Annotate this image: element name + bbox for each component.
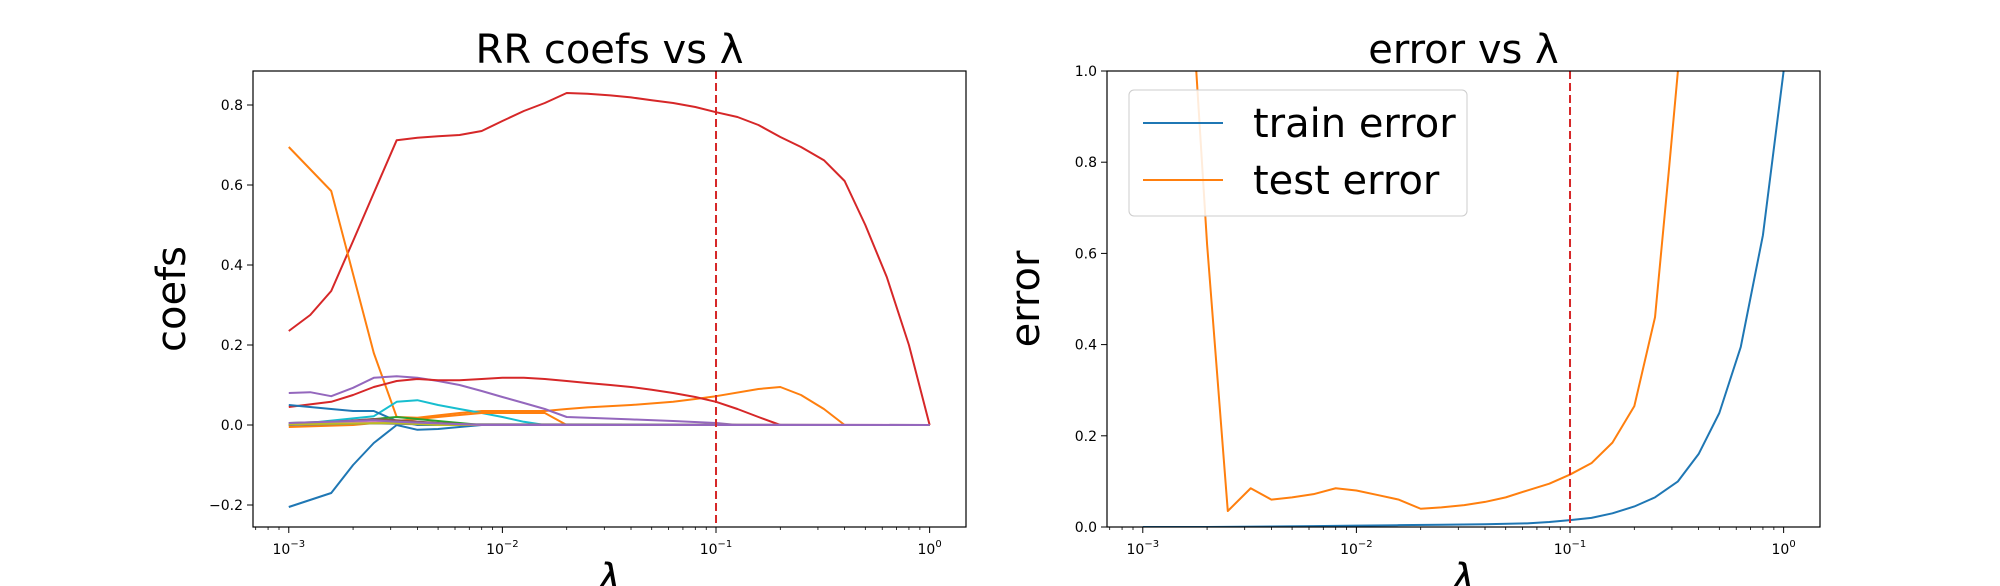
x-tick-label: 10−1 [700, 539, 733, 558]
error-x-axis-label: λ [1450, 556, 1476, 586]
y-tick-label: 0.2 [221, 338, 243, 354]
error-chart-title: error vs λ [1368, 27, 1558, 73]
coefs-axes-frame [252, 70, 967, 528]
coefs-x-axis-label: λ [596, 556, 622, 586]
series-line-13 [288, 419, 930, 426]
legend-label-test-error: test error [1253, 158, 1440, 204]
x-tick-label: 100 [1772, 539, 1796, 558]
y-tick-label: −0.2 [209, 498, 243, 514]
error-axes-frame [1106, 70, 1821, 528]
series-line-0 [288, 92, 931, 426]
x-tick-label: 10−2 [486, 539, 519, 558]
error-y-axis-label: error [1003, 250, 1049, 347]
y-tick-label: 0.8 [1075, 155, 1097, 171]
x-tick-label: 10−3 [272, 539, 305, 558]
y-tick-label: 0.2 [1075, 429, 1097, 445]
series-line-4 [288, 376, 930, 426]
y-tick-label: 1.0 [1075, 64, 1097, 80]
legend-label-train-error: train error [1253, 101, 1456, 147]
error-legend: train error test error [1128, 89, 1468, 217]
coefs-chart-title: RR coefs vs λ [476, 27, 744, 73]
legend-box [1128, 89, 1468, 217]
error-chart: 10−3 10−2 10−1 100 0.0 0.2 0.4 0.6 0.8 1.0 error … [1003, 27, 1821, 586]
y-tick-label: 0.4 [1075, 338, 1097, 354]
y-tick-label: 0.8 [221, 98, 243, 114]
coefs-ticks: 10−3 10−2 10−1 100 −0.2 0.0 0.2 0.4 0.6 0.8 [209, 98, 942, 558]
y-tick-label: 0.6 [1075, 246, 1097, 262]
coefs-y-axis-label: coefs [149, 246, 195, 352]
y-tick-label: 0.0 [1075, 520, 1097, 536]
y-tick-label: 0.6 [221, 178, 243, 194]
x-tick-label: 10−3 [1126, 539, 1159, 558]
x-tick-label: 100 [918, 539, 942, 558]
x-tick-label: 10−2 [1340, 539, 1373, 558]
error-series-group [1142, 71, 1785, 527]
coefs-chart: 10−3 10−2 10−1 100 −0.2 0.0 0.2 0.4 0.6 0.8 RR co… [149, 27, 967, 586]
series-line-5 [288, 399, 930, 426]
y-tick-label: 0.0 [221, 418, 243, 434]
coefs-series-group [288, 71, 931, 527]
series-line-3 [288, 375, 930, 426]
series-line-1 [1195, 71, 1679, 513]
error-ticks: 10−3 10−2 10−1 100 0.0 0.2 0.4 0.6 0.8 1.0 [1075, 64, 1796, 558]
x-tick-label: 10−1 [1554, 539, 1587, 558]
y-tick-label: 0.4 [221, 258, 243, 274]
